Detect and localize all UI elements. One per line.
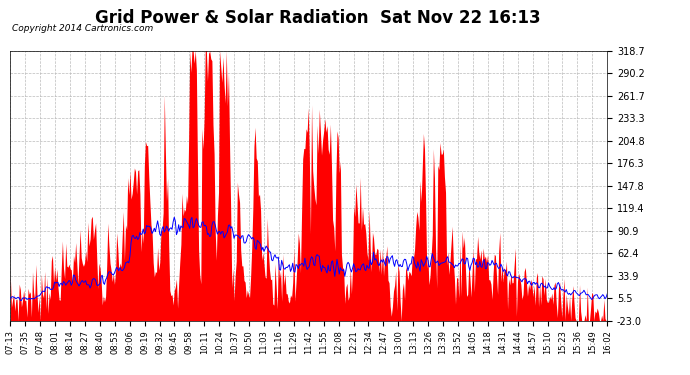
Text: Radiation (w/m2): Radiation (w/m2) [392,24,479,33]
Text: Grid Power & Solar Radiation  Sat Nov 22 16:13: Grid Power & Solar Radiation Sat Nov 22 … [95,9,540,27]
Text: Copyright 2014 Cartronics.com: Copyright 2014 Cartronics.com [12,24,152,33]
FancyBboxPatch shape [494,15,592,42]
Text: Grid (AC Watts): Grid (AC Watts) [503,24,582,33]
FancyBboxPatch shape [377,15,494,42]
